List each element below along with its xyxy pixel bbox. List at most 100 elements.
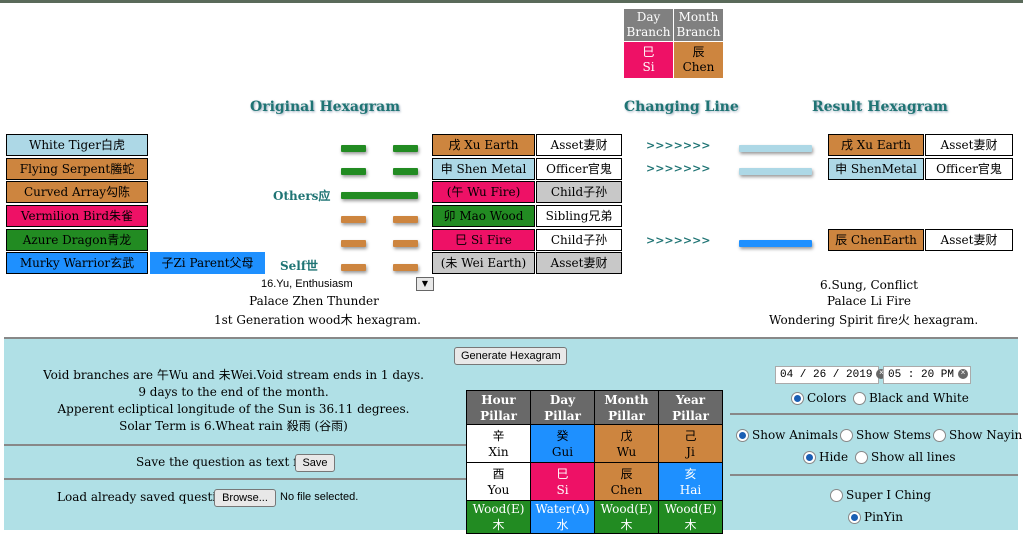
month-branch-head: Month Branch xyxy=(673,8,724,42)
hexagram-select-value[interactable]: 16.Yu, Enthusiasm xyxy=(261,278,353,290)
radio-icon[interactable] xyxy=(853,392,866,405)
result-hexagram-heading: Result Hexagram xyxy=(812,99,948,115)
hidden-line: 子Zi Parent父母 xyxy=(150,252,265,274)
day-branch-head: Day Branch xyxy=(623,8,674,42)
result-line-6-branch: 戌 Xu Earth xyxy=(828,134,924,156)
radio-icon[interactable] xyxy=(840,429,853,442)
radio-selected-icon[interactable] xyxy=(791,392,804,405)
result-name: 6.Sung, Conflict xyxy=(820,278,918,292)
pillar-head-month: Month Pillar xyxy=(594,390,659,425)
changed-yao-2 xyxy=(739,240,812,247)
line-1-branch: (未 Wei Earth) xyxy=(432,252,535,274)
line-5-relation: Officer官鬼 xyxy=(536,158,622,180)
original-palace: Palace Zhen Thunder xyxy=(249,294,379,308)
spirit-murky-warrior: Murky Warrior玄武 xyxy=(6,252,148,274)
yao-line-1-left xyxy=(341,264,366,271)
pillar-head-year: Year Pillar xyxy=(658,390,723,425)
yao-line-3-right xyxy=(393,216,418,223)
show-stems-option[interactable]: Show Stems xyxy=(840,427,931,443)
top-strip xyxy=(0,0,1023,3)
black-white-option[interactable]: Black and White xyxy=(853,390,969,406)
panel-divider xyxy=(730,413,1018,415)
panel-divider xyxy=(4,478,466,480)
yao-line-2-right xyxy=(393,240,418,247)
line-2-branch: 巳 Si Fire xyxy=(432,229,535,251)
save-button[interactable]: Save xyxy=(295,454,335,472)
clear-time-icon[interactable]: × xyxy=(958,369,969,380)
day-element: Water(A)水 xyxy=(530,500,595,534)
month-branch-cell: 辰 Chen xyxy=(673,41,724,79)
spirit-flying-serpent: Flying Serpent螣蛇 xyxy=(6,158,148,180)
month-element: Wood(E)木 xyxy=(594,500,659,534)
result-line-5-relation: Officer官鬼 xyxy=(925,158,1013,180)
pillar-head-day: Day Pillar xyxy=(530,390,595,425)
radio-icon[interactable] xyxy=(933,429,946,442)
void-branches-text: Void branches are 午Wu and 未Wei.Void stre… xyxy=(43,368,424,382)
original-generation: 1st Generation wood木 hexagram. xyxy=(214,313,422,327)
result-line-5-branch: 申 ShenMetal xyxy=(828,158,924,180)
line-5-branch: 申 Shen Metal xyxy=(432,158,535,180)
colors-option[interactable]: Colors xyxy=(791,390,846,406)
day-branch: 巳 Si xyxy=(530,462,595,501)
spirit-azure-dragon: Azure Dragon青龙 xyxy=(6,229,148,251)
changed-yao-5 xyxy=(739,168,812,175)
line-3-branch: 卯 Mao Wood xyxy=(432,205,535,227)
line-6-branch: 戌 Xu Earth xyxy=(432,134,535,156)
hexagram-select-dropdown[interactable]: ▼ xyxy=(416,277,434,291)
super-iching-option[interactable]: Super I Ching xyxy=(830,487,931,503)
month-end-text: 9 days to the end of the month. xyxy=(138,385,329,399)
browse-button[interactable]: Browse... xyxy=(214,489,276,507)
branch-box: Day Branch Month Branch 巳 Si 辰 Chen xyxy=(623,8,724,79)
yao-line-6-right xyxy=(393,145,418,152)
day-stem: 癸 Gui xyxy=(530,424,595,463)
radio-selected-icon[interactable] xyxy=(736,429,749,442)
changing-line-heading: Changing Line xyxy=(624,99,739,115)
spirit-white-tiger: White Tiger白虎 xyxy=(6,134,148,156)
radio-icon[interactable] xyxy=(830,489,843,502)
hour-branch: 酉 You xyxy=(466,462,531,501)
time-input[interactable]: 05 : 20 PM × xyxy=(883,366,971,384)
yao-line-5-left xyxy=(341,168,366,175)
pinyin-option[interactable]: PinYin xyxy=(848,509,903,525)
solar-term-text: Solar Term is 6.Wheat rain 殺雨 (谷雨) xyxy=(119,419,348,433)
yao-line-5-right xyxy=(393,168,418,175)
show-nayin-option[interactable]: Show Nayin xyxy=(933,427,1022,443)
yao-line-1-right xyxy=(393,264,418,271)
load-question-label: Load already saved question. xyxy=(57,490,235,504)
month-branch: 辰 Chen xyxy=(594,462,659,501)
show-animals-option[interactable]: Show Animals xyxy=(736,427,838,443)
line-1-relation: Asset妻财 xyxy=(536,252,622,274)
hour-element: Wood(E)木 xyxy=(466,500,531,534)
month-stem: 戊 Wu xyxy=(594,424,659,463)
line-4-branch: (午 Wu Fire) xyxy=(432,181,535,203)
line-4-relation: Child子孙 xyxy=(536,181,622,203)
change-arrow-5: >>>>>>> xyxy=(646,162,711,175)
show-all-lines-option[interactable]: Show all lines xyxy=(855,449,956,465)
pillars-table: Hour Pillar Day Pillar Month Pillar Year… xyxy=(466,390,723,534)
chevron-down-icon: ▼ xyxy=(421,279,429,288)
generate-hexagram-button[interactable]: Generate Hexagram xyxy=(454,347,567,365)
radio-selected-icon[interactable] xyxy=(848,511,861,524)
year-element: Wood(E)木 xyxy=(658,500,723,534)
result-generation: Wondering Spirit fire火 hexagram. xyxy=(769,313,979,327)
yao-line-4 xyxy=(341,192,418,199)
yao-line-3-left xyxy=(341,216,366,223)
line-3-relation: Sibling兄弟 xyxy=(536,205,622,227)
radio-icon[interactable] xyxy=(855,451,868,464)
panel-divider xyxy=(730,474,1018,476)
clear-date-icon[interactable]: × xyxy=(876,369,887,380)
hide-option[interactable]: Hide xyxy=(803,449,848,465)
panel-divider xyxy=(4,444,466,446)
no-file-text: No file selected. xyxy=(280,491,359,503)
change-arrow-6: >>>>>>> xyxy=(646,139,711,152)
date-input[interactable]: 04 / 26 / 2019 × xyxy=(775,366,887,384)
others-tag: Others应 xyxy=(273,189,331,203)
pillar-head-hour: Hour Pillar xyxy=(466,390,531,425)
line-6-relation: Asset妻财 xyxy=(536,134,622,156)
changed-yao-6 xyxy=(739,145,812,152)
save-question-label: Save the question as text file. xyxy=(136,455,316,469)
year-branch: 亥 Hai xyxy=(658,462,723,501)
change-arrow-2: >>>>>>> xyxy=(646,234,711,247)
result-line-2-relation: Asset妻财 xyxy=(925,229,1013,251)
radio-selected-icon[interactable] xyxy=(803,451,816,464)
